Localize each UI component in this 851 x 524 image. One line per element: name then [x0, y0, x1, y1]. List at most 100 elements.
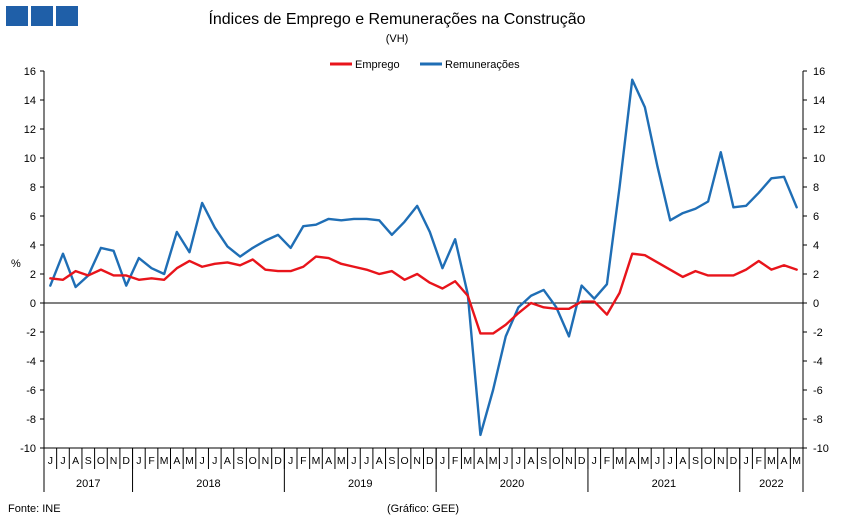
legend-label-remuneracoes: Remunerações	[445, 59, 520, 71]
x-tick-label-month: A	[629, 455, 636, 467]
graphic-credit: (Gráfico: GEE)	[387, 503, 459, 515]
x-tick-label-month: O	[97, 455, 105, 467]
x-tick-label-month: D	[122, 455, 130, 467]
x-tick-label-month: A	[376, 455, 383, 467]
y-tick-label-right: 2	[813, 269, 819, 281]
y-tick-label-left: 10	[24, 153, 36, 165]
x-tick-label-month: A	[72, 455, 79, 467]
x-tick-label-month: F	[756, 455, 762, 467]
x-tick-label-month: F	[148, 455, 154, 467]
x-tick-label-month: J	[592, 455, 597, 467]
x-tick-label-month: S	[85, 455, 92, 467]
x-tick-label-month: N	[413, 455, 421, 467]
x-tick-label-month: J	[440, 455, 445, 467]
logo-square	[31, 6, 53, 26]
x-tick-label-month: J	[668, 455, 673, 467]
x-tick-label-month: D	[730, 455, 738, 467]
x-tick-label-month: A	[173, 455, 180, 467]
x-tick-label-month: A	[224, 455, 231, 467]
x-tick-label-year: 2018	[196, 478, 220, 490]
x-tick-label-month: J	[136, 455, 141, 467]
logo-square	[6, 6, 28, 26]
x-tick-label-year: 2021	[652, 478, 676, 490]
x-tick-label-month: O	[704, 455, 712, 467]
x-tick-label-month: J	[743, 455, 748, 467]
x-tick-label-month: F	[452, 455, 458, 467]
x-tick-label-month: S	[692, 455, 699, 467]
y-tick-label-left: -6	[26, 385, 36, 397]
y-tick-label-left: -2	[26, 327, 36, 339]
series-lines	[49, 78, 798, 437]
x-tick-label-month: S	[388, 455, 395, 467]
x-tick-label-month: J	[503, 455, 508, 467]
logo-square	[56, 6, 78, 26]
x-tick-label-month: N	[717, 455, 725, 467]
x-tick-label-month: N	[110, 455, 118, 467]
x-tick-label-month: M	[615, 455, 624, 467]
legend: Emprego Remunerações	[330, 59, 520, 71]
x-tick-label-month: S	[540, 455, 547, 467]
x-tick-label-month: M	[641, 455, 650, 467]
x-tick-label-month: O	[249, 455, 257, 467]
y-tick-label-left: 4	[30, 240, 36, 252]
y-tick-label-right: -4	[813, 356, 823, 368]
x-tick-label-month: O	[400, 455, 408, 467]
y-tick-label-left: -10	[20, 443, 36, 455]
logo-icon	[6, 6, 78, 26]
x-tick-label-month: A	[528, 455, 535, 467]
x-tick-label-month: A	[325, 455, 332, 467]
x-tick-label-month: J	[516, 455, 521, 467]
x-tick-label-month: J	[200, 455, 205, 467]
y-tick-label-left: -4	[26, 356, 36, 368]
x-tick-label-month: M	[489, 455, 498, 467]
chart-subtitle: (VH)	[386, 33, 409, 45]
x-tick-label-month: F	[604, 455, 610, 467]
x-tick-label-month: M	[767, 455, 776, 467]
y-tick-label-right: 4	[813, 240, 819, 252]
x-tick-label-month: A	[477, 455, 484, 467]
x-tick-label-month: A	[781, 455, 788, 467]
x-tick-label-month: M	[792, 455, 801, 467]
x-tick-label-month: A	[679, 455, 686, 467]
x-tick-label-month: J	[364, 455, 369, 467]
y-tick-label-right: 10	[813, 153, 825, 165]
x-tick-label-year: 2022	[759, 478, 783, 490]
x-tick-label-month: O	[552, 455, 560, 467]
x-tick-label-month: M	[312, 455, 321, 467]
axes	[43, 71, 804, 449]
y-tick-label-right: -2	[813, 327, 823, 339]
x-tick-label-month: D	[578, 455, 586, 467]
y-tick-label-right: 0	[813, 298, 819, 310]
x-tick-label-year: 2019	[348, 478, 372, 490]
y-tick-label-right: 12	[813, 124, 825, 136]
y-axis-left: -10 -8 -6 -4 -2 0 2 4 6 8 10 12 14 16	[20, 66, 44, 455]
x-tick-label-year: 2020	[500, 478, 524, 490]
chart-title: Índices de Emprego e Remunerações na Con…	[208, 9, 585, 28]
x-tick-label-month: D	[274, 455, 282, 467]
y-tick-label-left: -8	[26, 414, 36, 426]
x-tick-label-month: J	[60, 455, 65, 467]
y-tick-label-right: -8	[813, 414, 823, 426]
y-tick-label-right: 14	[813, 95, 825, 107]
x-tick-label-month: J	[655, 455, 660, 467]
x-tick-label-month: J	[48, 455, 53, 467]
y-tick-label-left: 8	[30, 182, 36, 194]
x-tick-label-month: M	[337, 455, 346, 467]
y-tick-label-left: 16	[24, 66, 36, 78]
y-tick-label-left: 12	[24, 124, 36, 136]
x-tick-label-month: J	[212, 455, 217, 467]
x-tick-label-month: D	[426, 455, 434, 467]
y-tick-label-left: 14	[24, 95, 36, 107]
y-tick-label-right: 8	[813, 182, 819, 194]
x-tick-label-month: J	[351, 455, 356, 467]
source-note: Fonte: INE	[8, 503, 61, 515]
x-tick-label-year: 2017	[76, 478, 100, 490]
y-axis-right: -10 -8 -6 -4 -2 0 2 4 6 8 10 12 14 16	[803, 66, 829, 455]
y-tick-label-right: -6	[813, 385, 823, 397]
legend-label-emprego: Emprego	[355, 59, 400, 71]
x-tick-label-month: N	[262, 455, 270, 467]
series-line-remuneracoes	[49, 78, 798, 437]
y-tick-label-left: 6	[30, 211, 36, 223]
